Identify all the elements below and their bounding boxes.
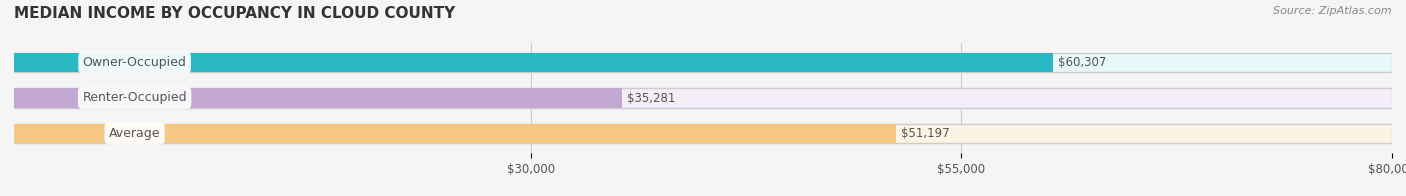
Bar bbox=[14, 124, 896, 143]
Text: $51,197: $51,197 bbox=[901, 127, 949, 140]
Text: Owner-Occupied: Owner-Occupied bbox=[83, 56, 187, 69]
Text: $35,281: $35,281 bbox=[627, 92, 675, 104]
Text: MEDIAN INCOME BY OCCUPANCY IN CLOUD COUNTY: MEDIAN INCOME BY OCCUPANCY IN CLOUD COUN… bbox=[14, 6, 456, 21]
Text: Average: Average bbox=[108, 127, 160, 140]
Bar bbox=[14, 88, 621, 108]
Bar bbox=[14, 53, 1053, 72]
Bar bbox=[14, 88, 1392, 108]
Text: Renter-Occupied: Renter-Occupied bbox=[83, 92, 187, 104]
Bar bbox=[14, 53, 1392, 72]
Text: $60,307: $60,307 bbox=[1057, 56, 1107, 69]
Text: Source: ZipAtlas.com: Source: ZipAtlas.com bbox=[1274, 6, 1392, 16]
Bar bbox=[14, 124, 1392, 143]
